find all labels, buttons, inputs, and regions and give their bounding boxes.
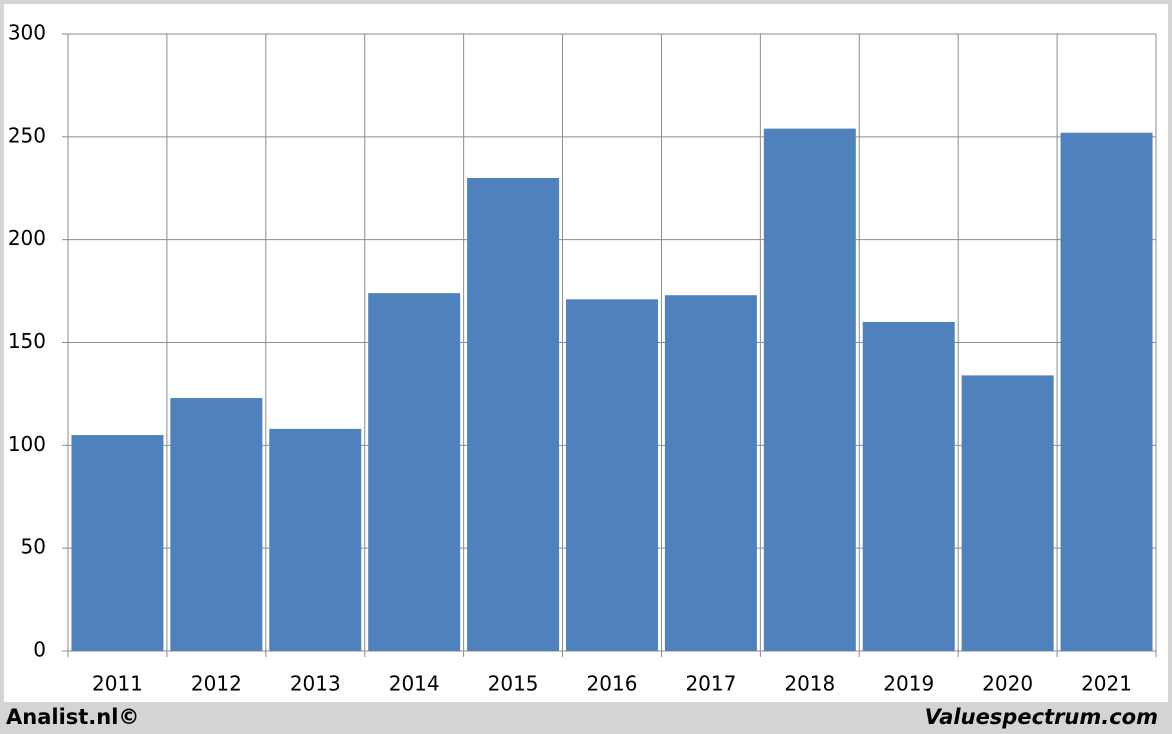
y-tick-label: 150 xyxy=(8,329,46,353)
x-tick-label: 2012 xyxy=(191,672,242,696)
y-tick-label: 300 xyxy=(8,21,46,45)
x-tick-label: 2016 xyxy=(587,672,638,696)
bar xyxy=(1060,132,1153,652)
y-tick-label: 100 xyxy=(8,432,46,456)
source-right: Valuespectrum.com xyxy=(925,705,1158,729)
bar xyxy=(368,293,461,651)
bar xyxy=(664,295,757,651)
x-tick-label: 2021 xyxy=(1081,672,1132,696)
source-left: Analist.nl© xyxy=(6,705,139,729)
y-tick-label: 0 xyxy=(33,638,46,662)
bar xyxy=(961,375,1054,651)
bar xyxy=(170,398,263,651)
bar xyxy=(862,321,955,651)
x-tick-label: 2017 xyxy=(685,672,736,696)
x-tick-label: 2019 xyxy=(883,672,934,696)
bar xyxy=(467,177,560,651)
x-tick-label: 2015 xyxy=(488,672,539,696)
y-tick-label: 200 xyxy=(8,226,46,250)
x-tick-label: 2011 xyxy=(92,672,143,696)
bar xyxy=(269,428,362,651)
x-tick-label: 2018 xyxy=(784,672,835,696)
bar xyxy=(763,128,856,651)
bar xyxy=(71,435,164,651)
y-tick-label: 250 xyxy=(8,123,46,147)
x-tick-label: 2013 xyxy=(290,672,341,696)
x-tick-label: 2014 xyxy=(389,672,440,696)
y-tick-label: 50 xyxy=(21,535,46,559)
x-tick-label: 2020 xyxy=(982,672,1033,696)
bar xyxy=(566,299,658,651)
